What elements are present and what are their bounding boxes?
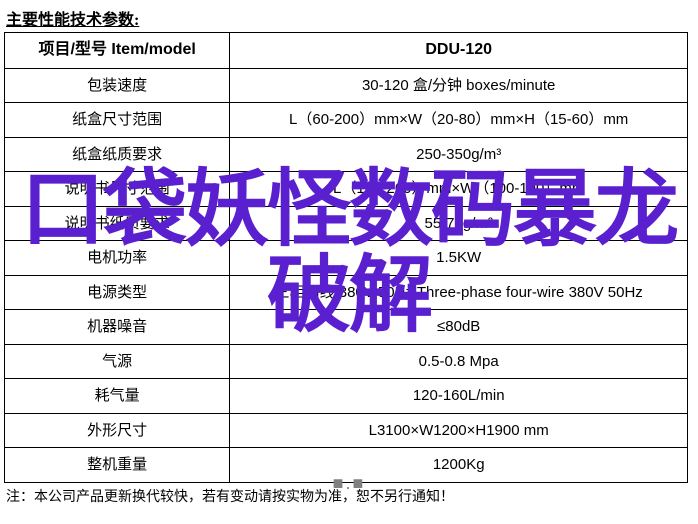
row-value: 1200Kg <box>230 448 688 483</box>
row-value: 250-350g/m³ <box>230 137 688 172</box>
row-value: 30-120 盒/分钟 boxes/minute <box>230 68 688 103</box>
spec-table: 项目/型号 Item/model DDU-120 包装速度 30-120 盒/分… <box>4 32 688 483</box>
row-label: 纸盒纸质要求 <box>5 137 230 172</box>
header-right: DDU-120 <box>230 33 688 69</box>
table-row: 耗气量 120-160L/min <box>5 379 688 414</box>
row-label: 外形尺寸 <box>5 413 230 448</box>
section-title: 主要性能技术参数: <box>4 6 688 32</box>
row-label: 包装速度 <box>5 68 230 103</box>
row-value: 1.5KW <box>230 241 688 276</box>
row-value: 120-160L/min <box>230 379 688 414</box>
row-label: 说明书纸质要求 <box>5 206 230 241</box>
row-label: 机器噪音 <box>5 310 230 345</box>
row-label: 耗气量 <box>5 379 230 414</box>
table-row: 包装速度 30-120 盒/分钟 boxes/minute <box>5 68 688 103</box>
table-row: 说明书纸质要求 55-70g/m² <box>5 206 688 241</box>
row-value: 三相四线 380V 50Hz Three-phase four-wire 380… <box>230 275 688 310</box>
table-row: 机器噪音 ≤80dB <box>5 310 688 345</box>
row-value: 55-70g/m² <box>230 206 688 241</box>
row-value: L（60-200）mm×W（20-80）mm×H（15-60）mm <box>230 103 688 138</box>
table-row: 气源 0.5-0.8 Mpa <box>5 344 688 379</box>
table-row: 电机功率 1.5KW <box>5 241 688 276</box>
row-value: L（100-260）mm×W（100-190）mm <box>230 172 688 207</box>
table-row: 纸盒纸质要求 250-350g/m³ <box>5 137 688 172</box>
row-value: ≤80dB <box>230 310 688 345</box>
table-row: 纸盒尺寸范围 L（60-200）mm×W（20-80）mm×H（15-60）mm <box>5 103 688 138</box>
row-label: 纸盒尺寸范围 <box>5 103 230 138</box>
table-row: 外形尺寸 L3100×W1200×H1900 mm <box>5 413 688 448</box>
row-label: 气源 <box>5 344 230 379</box>
row-label: 电源类型 <box>5 275 230 310</box>
row-label: 整机重量 <box>5 448 230 483</box>
table-row: 电源类型 三相四线 380V 50Hz Three-phase four-wir… <box>5 275 688 310</box>
table-header-row: 项目/型号 Item/model DDU-120 <box>5 33 688 69</box>
row-label: 说明书尺寸范围 <box>5 172 230 207</box>
table-row: 说明书尺寸范围 L（100-260）mm×W（100-190）mm <box>5 172 688 207</box>
header-left: 项目/型号 Item/model <box>5 33 230 69</box>
row-value: L3100×W1200×H1900 mm <box>230 413 688 448</box>
footer-mark-icon: ■.■ <box>333 473 366 494</box>
row-value: 0.5-0.8 Mpa <box>230 344 688 379</box>
row-label: 电机功率 <box>5 241 230 276</box>
